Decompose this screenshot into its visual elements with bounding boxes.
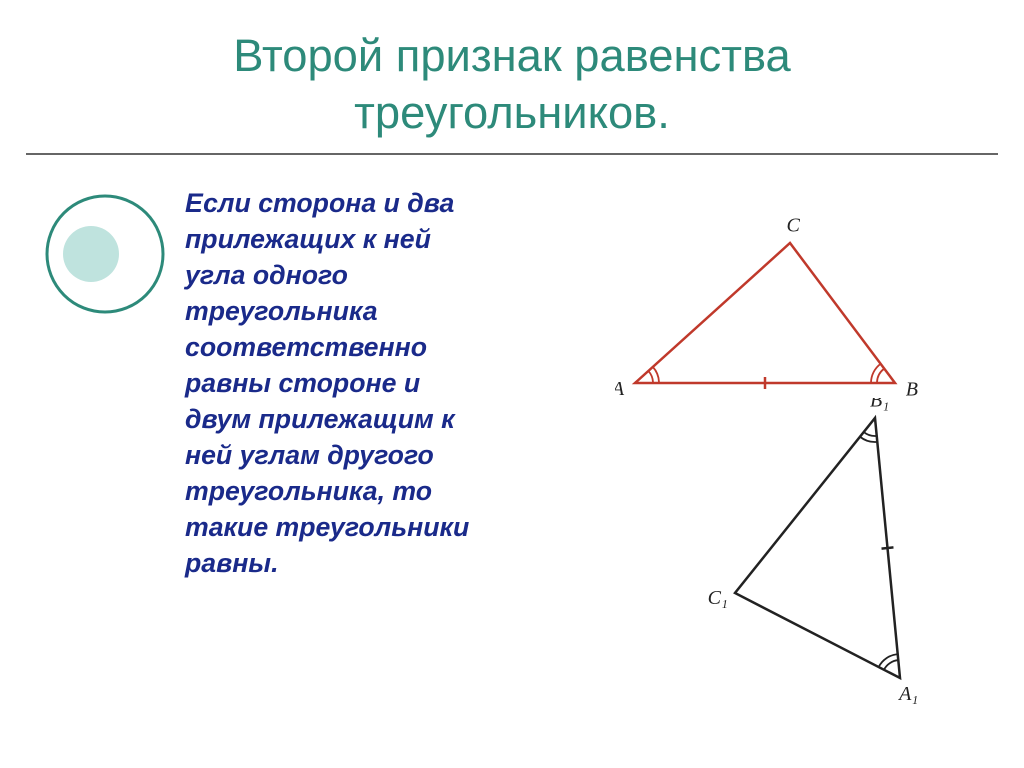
svg-text:C₁: C₁ bbox=[708, 587, 728, 609]
decorative-circle bbox=[40, 183, 185, 581]
theorem-text: Если сторона и дваприлежащих к нейугла о… bbox=[185, 183, 515, 581]
title-line2: треугольников. bbox=[354, 87, 670, 138]
triangle-2: A₁ B₁ C₁ bbox=[705, 398, 945, 708]
title-area: Второй признак равенства треугольников. bbox=[0, 0, 1024, 153]
svg-text:C: C bbox=[786, 215, 800, 237]
svg-text:A: A bbox=[615, 378, 625, 400]
svg-text:A₁: A₁ bbox=[897, 683, 918, 705]
page-title: Второй признак равенства треугольников. bbox=[0, 28, 1024, 141]
content-area: Если сторона и дваприлежащих к нейугла о… bbox=[0, 155, 1024, 581]
triangle-1: ABC bbox=[615, 213, 925, 413]
title-line1: Второй признак равенства bbox=[233, 30, 790, 81]
diagrams-area: ABC A₁B₁C₁ bbox=[515, 183, 994, 581]
svg-text:B₁: B₁ bbox=[870, 398, 889, 412]
